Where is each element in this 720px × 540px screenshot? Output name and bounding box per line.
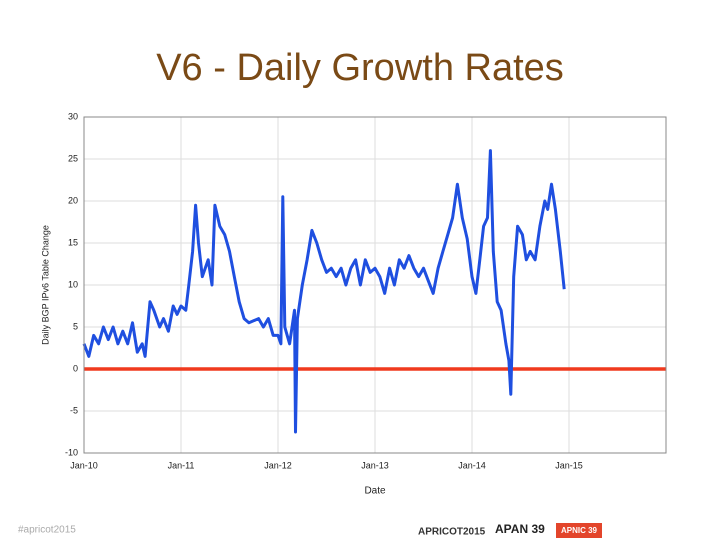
x-tick-label: Jan-14 — [458, 460, 486, 470]
y-axis-label: Daily BGP IPv6 Table Change — [40, 225, 50, 345]
x-tick-label: Jan-15 — [555, 460, 583, 470]
y-tick-label: 30 — [68, 111, 78, 121]
x-tick-label: Jan-11 — [168, 460, 195, 470]
y-tick-label: -5 — [70, 405, 78, 415]
logo: APAN 39 — [495, 522, 545, 536]
y-tick-label: 20 — [68, 195, 78, 205]
x-tick-label: Jan-10 — [70, 460, 98, 470]
y-tick-label: 15 — [68, 237, 78, 247]
y-tick-label: 10 — [68, 279, 78, 289]
logo: APRICOT2015 — [418, 527, 486, 538]
x-tick-label: Jan-13 — [361, 460, 389, 470]
hashtag: #apricot2015 — [18, 525, 76, 536]
y-tick-label: 0 — [73, 363, 78, 373]
y-tick-label: 5 — [73, 321, 78, 331]
x-tick-label: Jan-12 — [264, 460, 292, 470]
logo: APNIC 39 — [561, 526, 598, 535]
x-axis-label: Date — [364, 486, 386, 497]
plot-border — [83, 116, 667, 454]
logo-badge — [556, 523, 602, 538]
data-line — [82, 149, 566, 434]
y-tick-label: -10 — [65, 447, 78, 457]
slide-title: V6 - Daily Growth Rates — [156, 47, 564, 89]
y-tick-label: 25 — [68, 153, 78, 163]
